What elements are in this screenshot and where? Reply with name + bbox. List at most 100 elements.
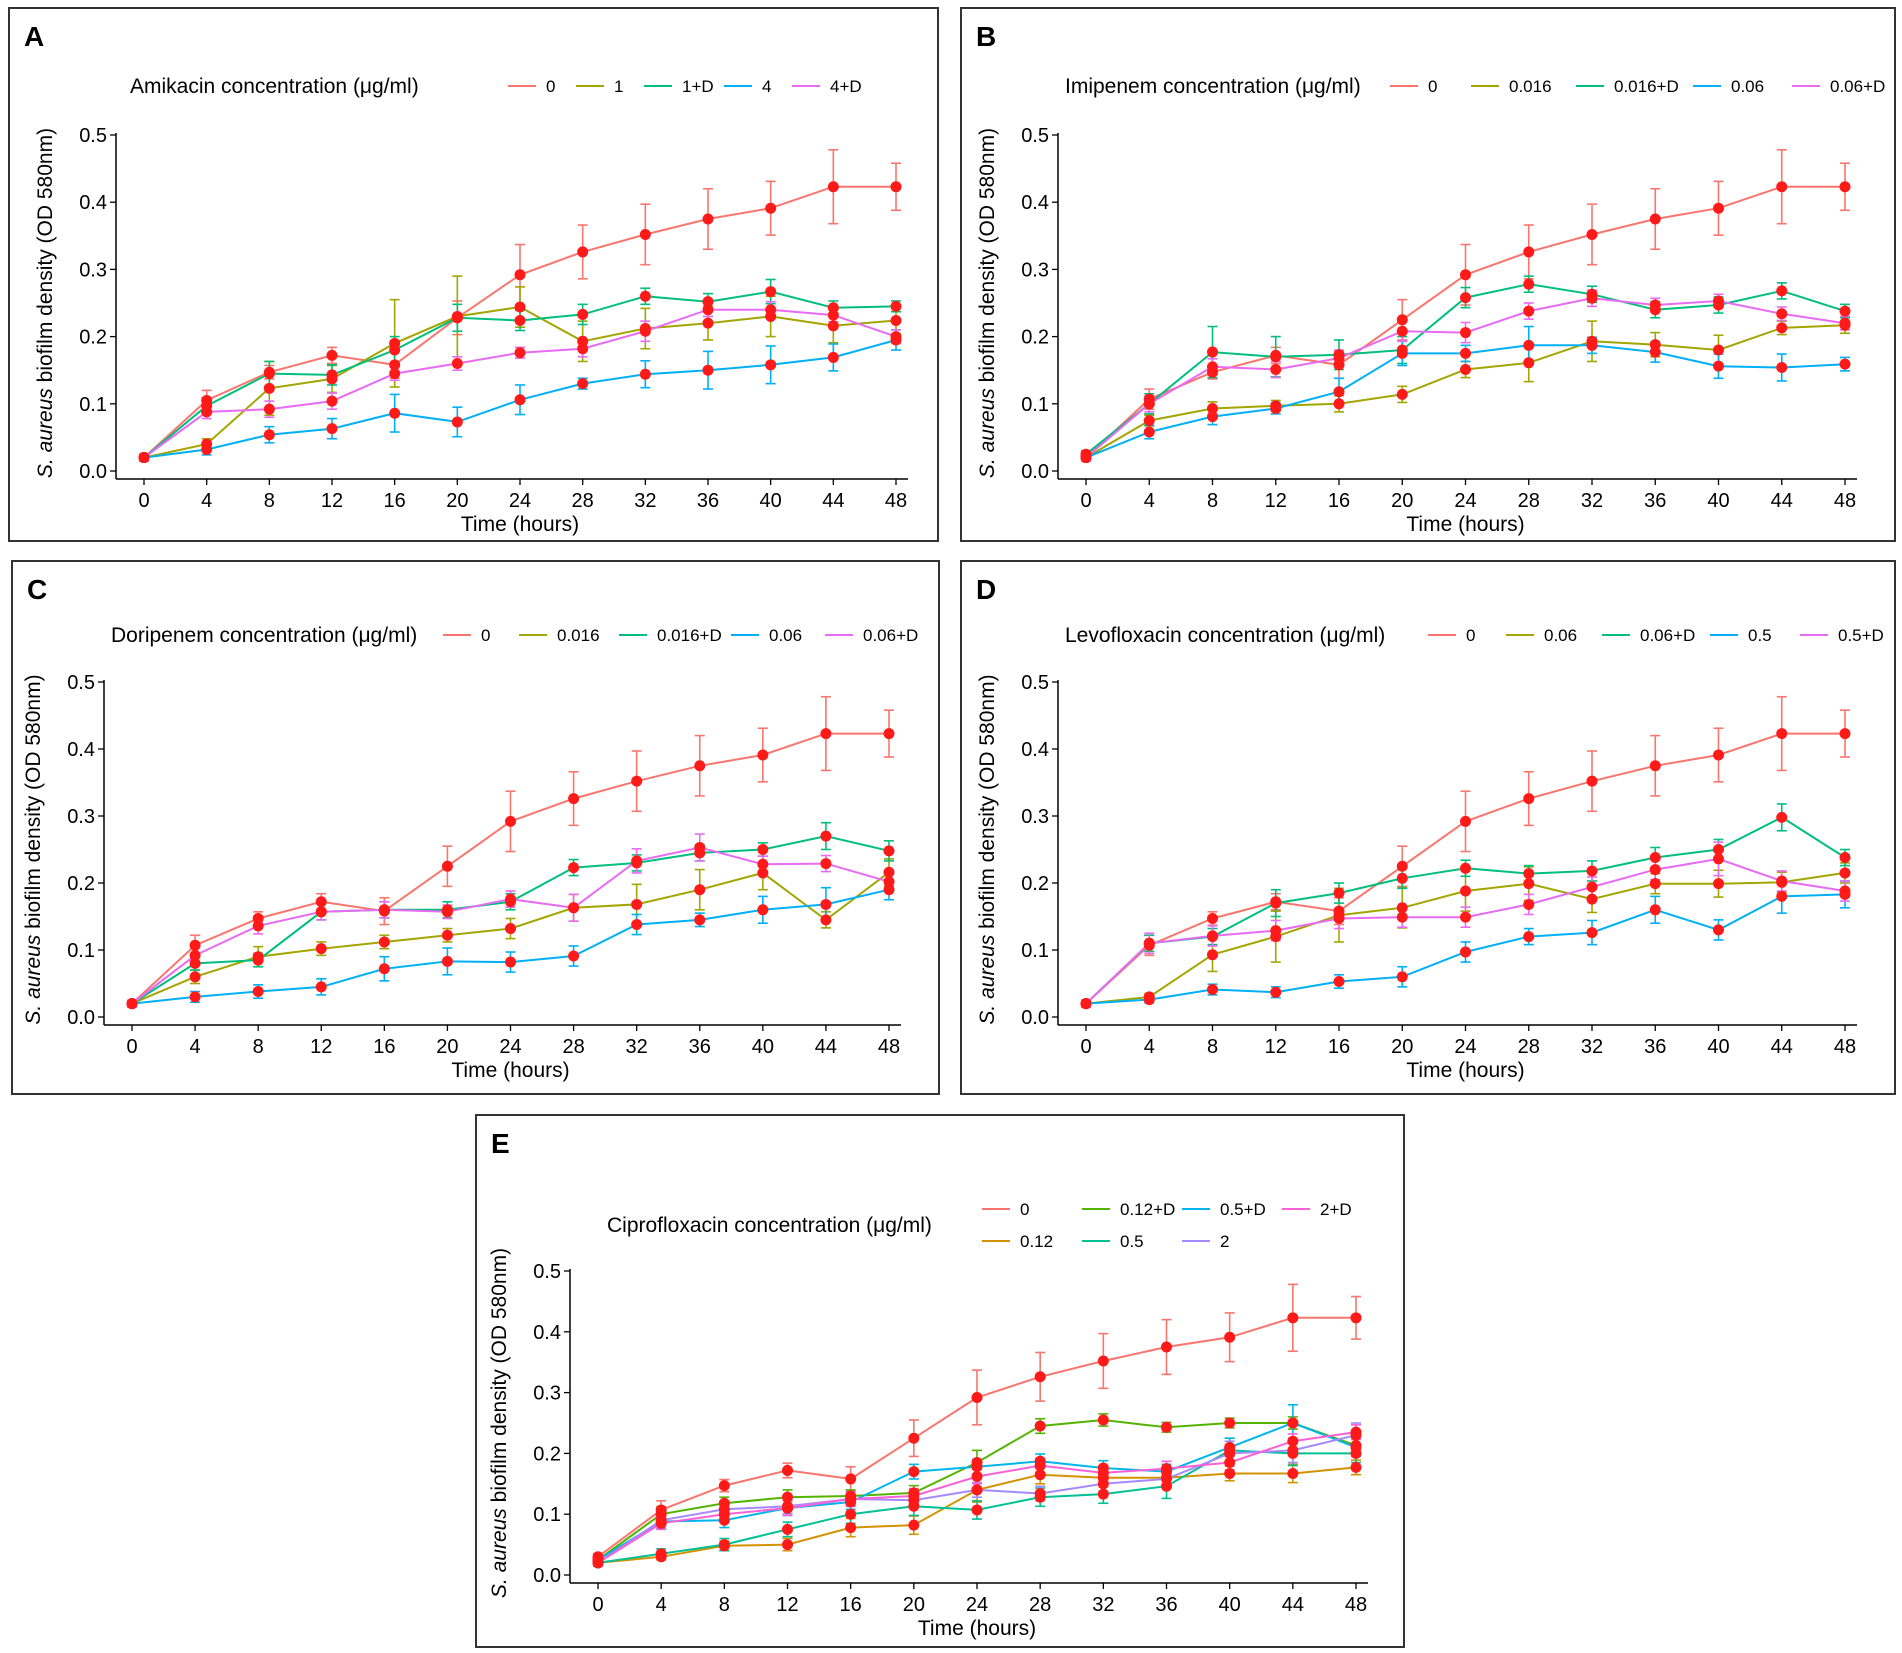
data-point — [782, 1491, 793, 1503]
data-point — [765, 202, 777, 214]
y-tick-label: 0.4 — [1021, 739, 1049, 761]
panel-d: D 0.0 0.1 0.2 0.3 0.4 0.5 0 4 8 12 16 20 24 28 32 36 40 4… — [960, 560, 1896, 1095]
series-points-2+D — [592, 1426, 1362, 1569]
data-point — [1396, 902, 1408, 914]
series-points-0.06+D — [1080, 292, 1851, 464]
data-point — [1523, 305, 1535, 317]
x-tick-label: 0 — [1080, 1036, 1091, 1058]
data-point — [201, 406, 213, 418]
data-point — [505, 923, 516, 935]
y-tick-label: 0.0 — [533, 1565, 561, 1587]
data-point — [1333, 352, 1345, 364]
data-point — [694, 884, 706, 896]
x-tick-label: 48 — [878, 1036, 900, 1058]
x-tick-label: 8 — [1207, 490, 1218, 512]
data-point — [765, 286, 777, 298]
data-point — [1207, 984, 1218, 996]
x-tick-label: 0 — [1080, 490, 1091, 512]
data-point — [1649, 213, 1661, 225]
data-point — [1207, 361, 1218, 373]
x-tick-label: 28 — [562, 1036, 584, 1058]
data-point — [1523, 339, 1535, 351]
y-tick-label: 0.2 — [533, 1443, 561, 1465]
y-axis-label: S. aureus biofilm density (OD 580nm) — [488, 1248, 511, 1598]
legend-title: Imipenem concentration (μg/ml) — [1065, 75, 1361, 98]
data-point — [883, 728, 895, 740]
data-point — [1034, 1460, 1046, 1472]
data-point — [1207, 913, 1218, 925]
data-point — [263, 403, 275, 415]
panel-label: D — [976, 574, 997, 605]
data-point — [883, 884, 895, 896]
panel-e: E 0.0 0.1 0.2 0.3 0.4 0.5 0 4 8 12 16 20 24 28 32 36 40 4… — [475, 1114, 1405, 1648]
x-tick-label: 48 — [1834, 1036, 1856, 1058]
y-axis-label-text: biofilm density (OD 580nm) — [976, 674, 999, 934]
data-point — [631, 919, 643, 931]
data-point — [441, 955, 453, 967]
x-axis-label: Time (hours) — [451, 1059, 569, 1082]
x-tick-label: 44 — [1771, 1036, 1793, 1058]
y-tick-label: 0.2 — [79, 327, 107, 349]
data-point — [1396, 872, 1408, 884]
x-tick-label: 16 — [384, 490, 406, 512]
x-tick-label: 48 — [1834, 490, 1856, 512]
data-point — [845, 1493, 857, 1505]
data-point — [1839, 305, 1851, 317]
x-tick-label: 12 — [1265, 490, 1287, 512]
data-point — [1649, 299, 1661, 311]
data-point — [1776, 322, 1788, 334]
x-tick-label: 32 — [1581, 1036, 1603, 1058]
data-point — [451, 416, 463, 428]
data-point — [1460, 292, 1471, 304]
data-point — [694, 914, 706, 926]
data-point — [1350, 1441, 1362, 1453]
data-point — [655, 1548, 667, 1560]
data-point — [252, 954, 264, 966]
data-point — [702, 317, 714, 329]
series-points-0.5+D — [1080, 853, 1851, 1010]
y-tick-label: 0.5 — [1021, 672, 1049, 694]
data-point — [1034, 1488, 1046, 1500]
y-axis-label-species: S. aureus — [22, 934, 45, 1024]
data-point — [189, 957, 201, 969]
data-point — [1460, 946, 1471, 958]
data-point — [505, 956, 516, 968]
data-point — [1270, 986, 1282, 998]
data-point — [631, 898, 643, 910]
data-point — [1649, 904, 1661, 916]
data-point — [694, 760, 706, 772]
data-point — [1207, 930, 1218, 942]
panel-c: C 0.0 0.1 0.2 0.3 0.4 0.5 0 4 8 12 16 20 24 28 32 36 40 4… — [11, 560, 940, 1095]
data-point — [718, 1508, 730, 1520]
x-tick-label: 24 — [966, 1594, 988, 1616]
series-points-0.06 — [126, 884, 895, 1010]
legend-label: 4+D — [830, 77, 862, 96]
data-point — [514, 394, 526, 406]
data-point — [1523, 357, 1535, 369]
data-point — [845, 1473, 857, 1485]
data-point — [908, 1432, 920, 1444]
data-point — [378, 963, 390, 975]
x-tick-label: 8 — [253, 1036, 264, 1058]
legend-label: 0.5+D — [1838, 626, 1884, 645]
data-point — [1270, 364, 1282, 376]
data-point — [1270, 351, 1282, 363]
data-point — [1396, 860, 1408, 872]
y-axis-label-species: S. aureus — [976, 388, 999, 478]
y-axis-label: S. aureus biofilm density (OD 580nm) — [22, 674, 45, 1024]
data-point — [1460, 327, 1471, 339]
legend-label: 0.016+D — [657, 626, 722, 645]
data-point — [1333, 386, 1345, 398]
x-tick-label: 12 — [321, 490, 343, 512]
y-tick-label: 0.4 — [79, 192, 107, 214]
data-point — [1143, 398, 1155, 410]
y-tick-label: 0.3 — [1021, 806, 1049, 828]
data-point — [883, 876, 895, 888]
data-point — [252, 920, 264, 932]
data-point — [315, 943, 327, 955]
x-tick-label: 0 — [592, 1594, 603, 1616]
panel-label: E — [491, 1128, 510, 1159]
x-tick-label: 12 — [776, 1594, 798, 1616]
data-point — [639, 290, 651, 302]
data-point — [1143, 937, 1155, 949]
